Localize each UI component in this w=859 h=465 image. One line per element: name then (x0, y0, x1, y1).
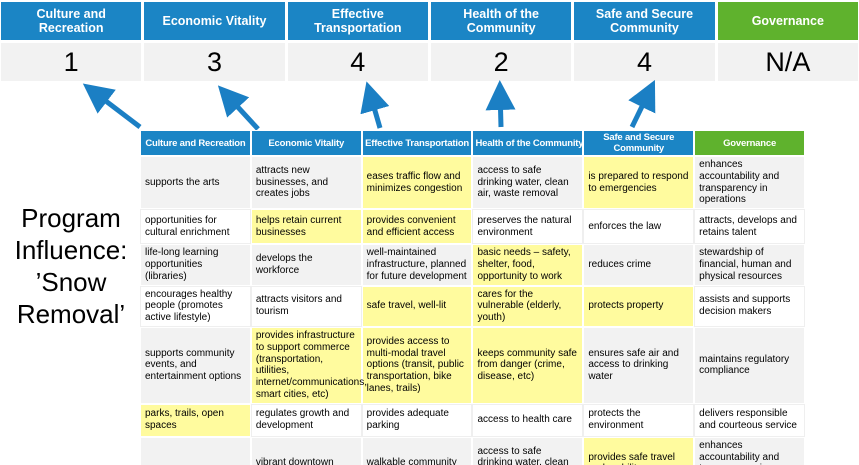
matrix-cell-highlighted: cares for the vulnerable (elderly, youth… (472, 285, 584, 327)
matrix-row: encourages healthy people (promotes acti… (140, 285, 805, 327)
score-effective-transportation: 4 (287, 43, 428, 81)
matrix-cell: attracts visitors and tourism (250, 285, 362, 327)
matrix-column-header: Economic Vitality (250, 130, 362, 156)
matrix-cell: access to health care (472, 403, 584, 437)
matrix-cell: supports the arts (140, 156, 251, 210)
matrix-row: parks, trails, open spaces regulates grow… (140, 403, 805, 437)
matrix-cell-highlighted: keeps community safe from danger (crime,… (472, 326, 584, 404)
matrix-cell: life-long learning opportunities (librar… (140, 244, 251, 286)
up-arrow-icon (82, 83, 142, 129)
summary-score-row: 1 3 4 2 4 N/A (1, 43, 858, 81)
matrix-cell: protects the environment (583, 403, 695, 437)
matrix-cell: vibrant downtown (250, 436, 362, 465)
matrix-cell: reduces crime (583, 244, 695, 286)
matrix-row: vibrant downtown walkable community access… (140, 436, 805, 465)
matrix-cell-highlighted: provides access to multi-modal travel op… (361, 326, 473, 404)
matrix-cell: delivers responsible and courteous servi… (694, 403, 805, 437)
matrix-cell-highlighted: safe travel, well-lit (361, 285, 473, 327)
matrix-cell: attracts new businesses, and creates job… (250, 156, 362, 210)
score-culture-recreation: 1 (1, 43, 142, 81)
program-title: Program Influence: ’Snow Removal’ (14, 203, 128, 329)
matrix-cell: encourages healthy people (promotes acti… (140, 285, 251, 327)
up-arrow-icon (628, 80, 656, 129)
up-arrow-icon (217, 85, 260, 131)
matrix-cell-highlighted: provides convenient and efficient access (361, 209, 473, 245)
matrix-column-header: Safe and Secure Community (583, 130, 695, 156)
matrix-column-header: Culture and Recreation (140, 130, 251, 156)
matrix-row: supports community events, and entertain… (140, 326, 805, 404)
matrix-cell: enhances accountability and transparency… (694, 436, 805, 465)
matrix-cell: walkable community (361, 436, 473, 465)
matrix-cell: stewardship of financial, human and phys… (694, 244, 805, 286)
matrix-cell-highlighted: helps retain current businesses (250, 209, 362, 245)
matrix-cell: access to safe drinking water, clean air… (472, 156, 584, 210)
matrix-cell: maintains regulatory compliance (694, 326, 805, 404)
up-arrow-icon (485, 80, 516, 128)
matrix-header: Culture and Recreation Economic Vitality E… (140, 130, 805, 156)
summary-box-safe-secure-community: Safe and Secure Community (574, 2, 715, 40)
summary-box-health-community: Health of the Community (430, 2, 572, 40)
matrix-row: opportunities for cultural enrichment hel… (140, 209, 805, 245)
matrix-cell: access to safe drinking water, clean air… (472, 436, 584, 465)
score-economic-vitality: 3 (144, 43, 285, 81)
matrix-cell: regulates growth and development (250, 403, 362, 437)
matrix-cell-highlighted: eases traffic flow and minimizes congest… (361, 156, 473, 210)
summary-box-economic-vitality: Economic Vitality (144, 2, 285, 40)
matrix-cell: attracts, develops and retains talent (694, 209, 805, 245)
matrix-cell: enforces the law (583, 209, 695, 245)
influence-matrix-table: Culture and Recreation Economic Vitality E… (140, 130, 805, 465)
matrix-cell-highlighted: provides infrastructure to support comme… (250, 326, 367, 404)
matrix-cell-highlighted: parks, trails, open spaces (140, 403, 251, 437)
score-safe-secure-community: 4 (574, 43, 715, 81)
summary-box-effective-transportation: Effective Transportation (287, 2, 428, 40)
matrix-cell-highlighted: is prepared to respond to emergencies (583, 156, 695, 210)
matrix-body: supports the arts attracts new businesses… (140, 156, 805, 465)
matrix-cell: well-maintained infrastructure, planned … (361, 244, 473, 286)
matrix-cell: enhances accountability and transparency… (694, 156, 805, 210)
matrix-column-header: Health of the Community (472, 130, 584, 156)
matrix-cell-highlighted: protects property (583, 285, 695, 327)
matrix-column-header: Effective Transportation (361, 130, 473, 156)
up-arrows-group (82, 80, 656, 131)
up-arrow-icon (360, 81, 390, 129)
matrix-cell: assists and supports decision makers (694, 285, 805, 327)
matrix-cell-highlighted: provides safe travel and mobility (583, 436, 695, 465)
matrix-cell-highlighted: basic needs – safety, shelter, food, opp… (472, 244, 584, 286)
matrix-cell: provides adequate parking (361, 403, 473, 437)
matrix-row: life-long learning opportunities (librar… (140, 244, 805, 286)
summary-box-governance: Governance (717, 2, 858, 40)
matrix-cell: preserves the natural environment (472, 209, 584, 245)
matrix-cell: supports community events, and entertain… (140, 326, 251, 404)
matrix-column-header: Governance (694, 130, 805, 156)
matrix-row: supports the arts attracts new businesses… (140, 156, 805, 210)
matrix-cell: opportunities for cultural enrichment (140, 209, 251, 245)
score-governance: N/A (717, 43, 858, 81)
matrix-cell: develops the workforce (250, 244, 362, 286)
score-health-community: 2 (430, 43, 572, 81)
summary-box-culture-recreation: Culture and Recreation (1, 2, 142, 40)
up-arrow-icon (82, 80, 656, 131)
matrix-cell (140, 436, 251, 465)
summary-header-row: Culture and Recreation Economic Vitality… (1, 2, 858, 40)
matrix-cell: ensures safe air and access to drinking … (583, 326, 695, 404)
